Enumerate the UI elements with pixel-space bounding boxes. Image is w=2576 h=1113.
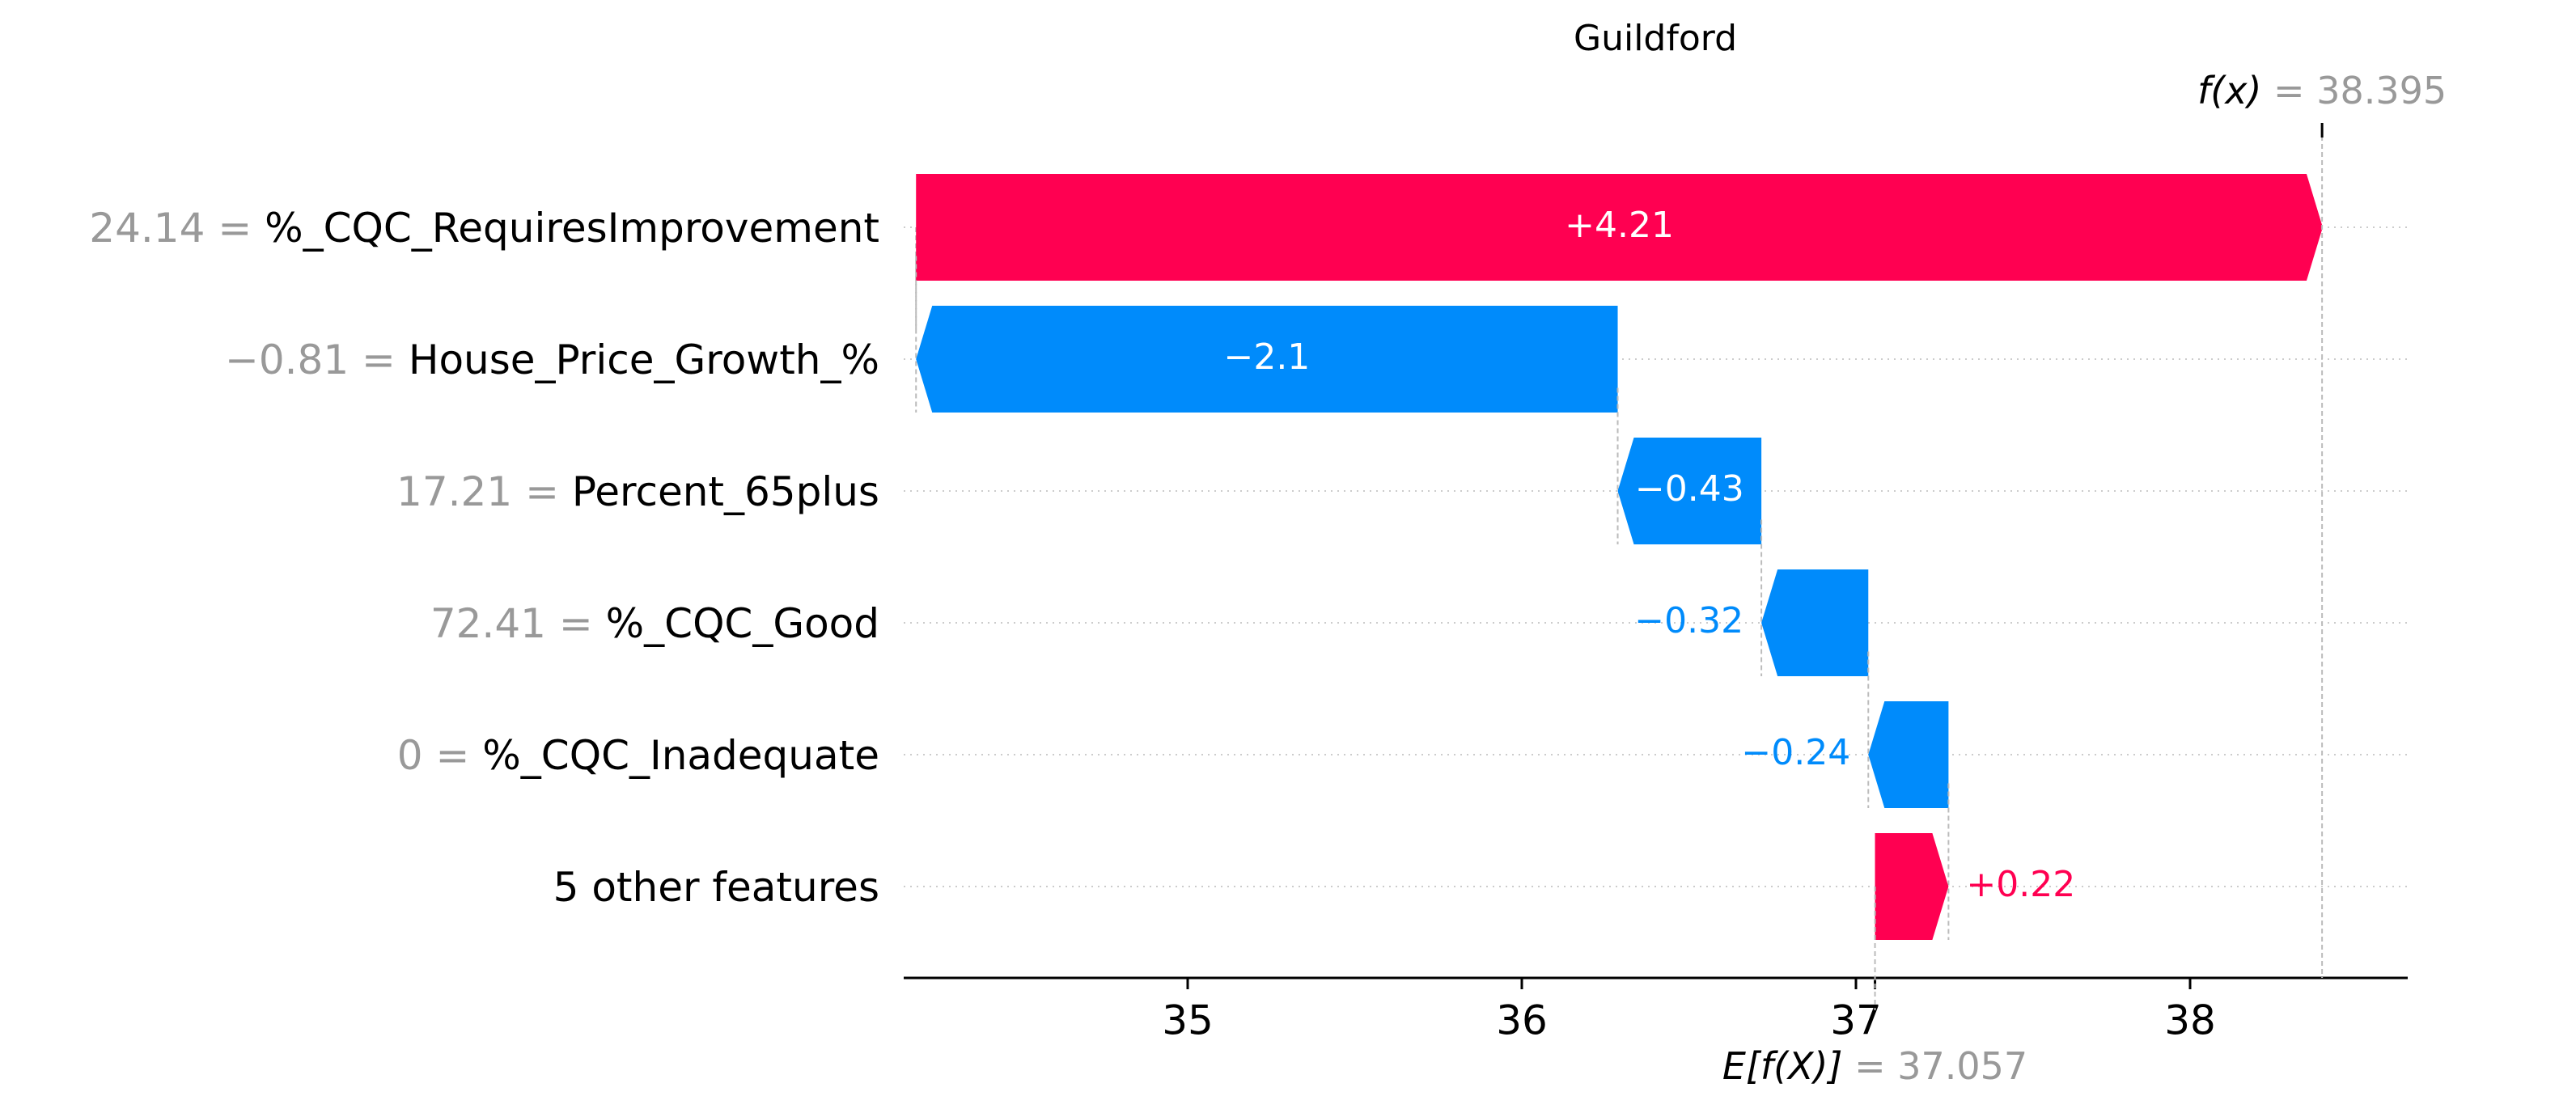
feature-label: −0.81 = House_Price_Growth_% xyxy=(225,336,879,383)
feature-value: 24.14 = xyxy=(89,205,265,252)
ex-label: E[f(X)] xyxy=(1722,1044,1854,1088)
x-tick-label: 38 xyxy=(2164,997,2216,1044)
bar-Percent_65plus xyxy=(1617,438,1762,544)
feature-value: 72.41 = xyxy=(430,600,606,647)
bar-value-label: −0.24 xyxy=(1741,732,1850,773)
ex-value: = 37.057 xyxy=(1854,1044,2027,1088)
feature-name: %_CQC_Good xyxy=(606,600,879,647)
annotations: f(x) = 38.395 E[f(X)] = 37.057 xyxy=(1722,69,2447,1088)
ex-annotation: E[f(X)] = 37.057 xyxy=(1722,1044,2027,1088)
feature-label: 24.14 = %_CQC_RequiresImprovement xyxy=(89,205,879,252)
x-tick-label: 35 xyxy=(1162,997,1214,1044)
bar-value-label: +4.21 xyxy=(1565,205,1674,246)
bar-%_CQC_Inadequate xyxy=(1868,701,1949,808)
feature-name: Percent_65plus xyxy=(572,468,879,515)
feature-name: %_CQC_Inadequate xyxy=(482,732,879,779)
feature-name: 5 other features xyxy=(553,864,879,911)
bar-value-label: +0.22 xyxy=(1966,864,2075,905)
bar-5 other features xyxy=(1875,833,1949,940)
feature-label: 72.41 = %_CQC_Good xyxy=(430,600,879,647)
chart-title: Guildford xyxy=(1574,18,1737,59)
x-tick-label: 36 xyxy=(1496,997,1548,1044)
feature-value: 17.21 = xyxy=(396,468,572,515)
fx-value: = 38.395 xyxy=(2273,69,2447,112)
bar-%_CQC_Good xyxy=(1761,569,1869,676)
bar-value-label: −0.43 xyxy=(1635,468,1744,510)
bar-value-label: −2.1 xyxy=(1223,336,1310,378)
feature-label: 5 other features xyxy=(553,864,879,911)
feature-rows: +4.21 24.14 = %_CQC_RequiresImprovement −2… xyxy=(89,174,2408,940)
feature-value: −0.81 = xyxy=(225,336,409,383)
x-axis: 35 36 37 38 xyxy=(904,976,2408,1044)
feature-label: 0 = %_CQC_Inadequate xyxy=(397,732,879,779)
bar-value-label: −0.32 xyxy=(1634,600,1743,641)
feature-name: House_Price_Growth_% xyxy=(409,336,879,383)
feature-value: 0 = xyxy=(397,732,483,779)
bar-%_CQC_RequiresImprovement xyxy=(916,174,2323,281)
feature-name: %_CQC_RequiresImprovement xyxy=(265,205,879,252)
bar-House_Price_Growth_% xyxy=(916,306,1618,413)
feature-label: 17.21 = Percent_65plus xyxy=(396,468,879,515)
fx-annotation: f(x) = 38.395 xyxy=(2197,69,2447,112)
fx-label: f(x) xyxy=(2197,69,2273,112)
x-tick-label: 37 xyxy=(1830,997,1882,1044)
